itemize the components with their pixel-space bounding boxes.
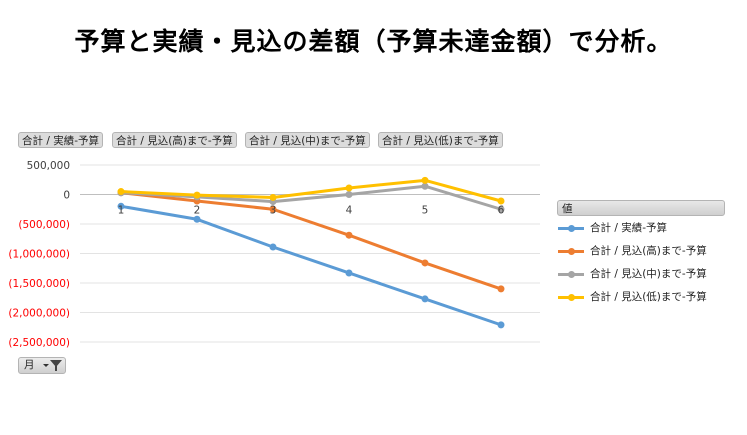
data-point[interactable] <box>345 184 353 192</box>
data-point[interactable] <box>269 243 277 251</box>
y-tick-label: (500,000) <box>18 219 70 231</box>
data-point[interactable] <box>421 182 429 190</box>
field-button-forecast-high[interactable]: 合計 / 見込(高)まで-予算 <box>112 132 237 148</box>
legend-marker <box>568 294 575 301</box>
y-tick-label: (1,000,000) <box>8 249 70 261</box>
x-tick-label: 2 <box>194 205 201 217</box>
data-point[interactable] <box>497 285 505 293</box>
legend-label: 合計 / 見込(中)まで-予算 <box>590 268 707 280</box>
field-button-forecast-mid[interactable]: 合計 / 見込(中)まで-予算 <box>245 132 370 148</box>
legend-label: 合計 / 見込(低)まで-予算 <box>590 291 707 303</box>
data-point[interactable] <box>421 176 429 184</box>
x-tick-label: 4 <box>346 205 353 217</box>
data-point[interactable] <box>117 202 125 210</box>
data-point[interactable] <box>193 215 201 223</box>
y-tick-label: 0 <box>63 190 70 202</box>
x-tick-label: 5 <box>422 205 429 217</box>
legend-marker <box>568 248 575 255</box>
legend-marker <box>568 225 575 232</box>
dropdown-arrow-icon <box>43 364 49 367</box>
month-filter-button[interactable]: 月 <box>18 357 66 374</box>
y-tick-label: (2,500,000) <box>8 337 70 349</box>
x-tick-label: 6 <box>498 205 505 217</box>
data-point[interactable] <box>421 259 429 267</box>
y-tick-label: (1,500,000) <box>8 278 70 290</box>
data-point[interactable] <box>345 191 353 198</box>
series-line[interactable] <box>120 184 502 211</box>
data-point[interactable] <box>345 231 353 239</box>
legend-label: 合計 / 見込(高)まで-予算 <box>590 245 707 257</box>
filter-icon <box>50 360 62 367</box>
field-button-actual[interactable]: 合計 / 実績-予算 <box>18 132 104 148</box>
data-point[interactable] <box>117 188 125 196</box>
series-line[interactable] <box>120 204 502 327</box>
data-point[interactable] <box>497 321 505 329</box>
page-title: 予算と実績・見込の差額（予算未達金額）で分析。 <box>74 27 673 56</box>
data-point[interactable] <box>497 197 505 205</box>
legend-header[interactable]: 値 <box>557 200 725 216</box>
filter-icon-stem <box>55 366 57 371</box>
x-tick-label: 1 <box>118 205 125 217</box>
x-tick-label: 3 <box>270 205 277 217</box>
series-line[interactable] <box>120 178 502 203</box>
legend-marker <box>568 271 575 278</box>
field-button-forecast-low[interactable]: 合計 / 見込(低)まで-予算 <box>378 132 503 148</box>
data-point[interactable] <box>193 191 201 199</box>
legend-label: 合計 / 実績-予算 <box>590 222 668 234</box>
data-point[interactable] <box>421 295 429 303</box>
data-point[interactable] <box>345 269 353 277</box>
y-tick-label: 500,000 <box>27 160 70 172</box>
y-tick-label: (2,000,000) <box>8 308 70 320</box>
data-point[interactable] <box>269 205 277 213</box>
data-point[interactable] <box>497 205 505 213</box>
data-point[interactable] <box>269 193 277 201</box>
series-line[interactable] <box>120 191 502 291</box>
month-filter-label: 月 <box>24 359 35 371</box>
